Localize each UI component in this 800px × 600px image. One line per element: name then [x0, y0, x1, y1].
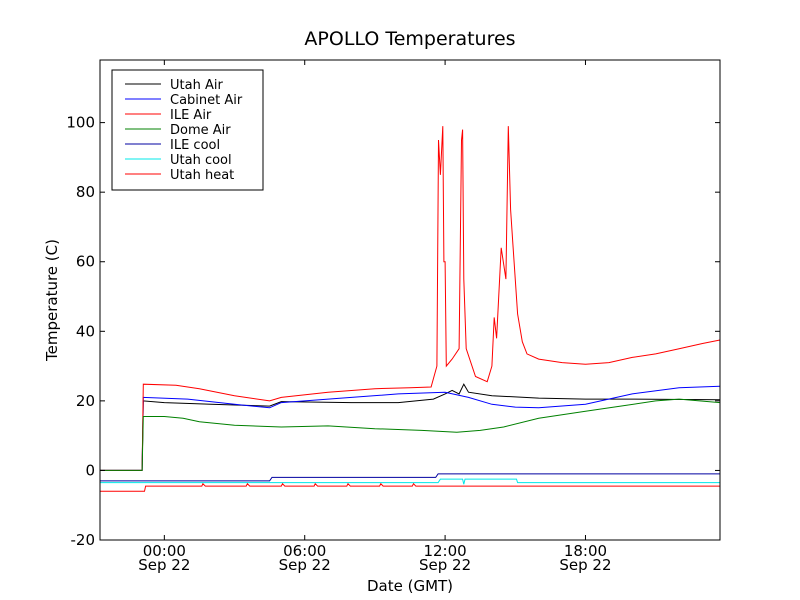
y-tick-label: 40	[76, 322, 95, 340]
series-line-dome-air	[100, 398, 721, 471]
legend-label-utah-air: Utah Air	[170, 78, 223, 93]
y-tick-label: 0	[85, 461, 95, 479]
y-tick-label: 60	[76, 253, 95, 271]
x-tick-sublabel: Sep 22	[559, 556, 611, 574]
legend-label-utah-cool: Utah cool	[170, 153, 232, 168]
x-tick-sublabel: Sep 22	[279, 556, 331, 574]
y-tick-label: 20	[76, 392, 95, 410]
series-line-utah-air	[100, 383, 721, 471]
legend-label-cabinet-air: Cabinet Air	[170, 93, 243, 108]
x-tick-label: 00:00	[143, 542, 186, 560]
legend-label-dome-air: Dome Air	[170, 123, 231, 138]
x-tick-sublabel: Sep 22	[138, 556, 190, 574]
x-tick-sublabel: Sep 22	[419, 556, 471, 574]
x-tick-label: 18:00	[564, 542, 607, 560]
legend-label-utah-heat: Utah heat	[170, 168, 234, 183]
series-line-cabinet-air	[100, 385, 721, 471]
y-axis-label: Temperature (C)	[43, 239, 61, 362]
series-layer	[100, 126, 721, 492]
legend-label-ile-air: ILE Air	[170, 108, 212, 123]
series-line-ile-air	[100, 126, 721, 471]
y-tick-label: 80	[76, 183, 95, 201]
x-tick-label: 06:00	[283, 542, 326, 560]
legend-label-ile-cool: ILE cool	[170, 138, 220, 153]
chart-title: APOLLO Temperatures	[304, 28, 515, 50]
plot-frame	[99, 59, 721, 541]
legend-box	[111, 69, 264, 191]
series-line-ile-cool	[100, 473, 720, 482]
series-line-utah-heat	[100, 482, 720, 492]
y-tick-label: 100	[66, 114, 95, 132]
series-line-utah-cool	[100, 478, 720, 485]
x-tick-label: 12:00	[423, 542, 466, 560]
x-axis-label: Date (GMT)	[367, 577, 453, 595]
y-tick-label: -20	[71, 531, 96, 549]
